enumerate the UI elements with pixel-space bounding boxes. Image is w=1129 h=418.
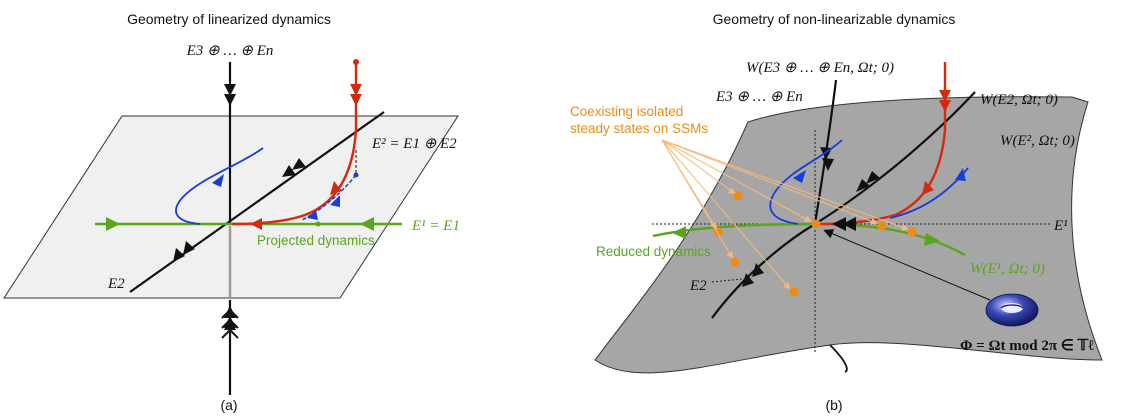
torus-icon	[985, 293, 1039, 327]
torus-pointer	[823, 229, 991, 301]
label-plane-a: E² = E1 ⊕ E2	[371, 136, 457, 152]
panel-b-title: Geometry of non-linearizable dynamics	[713, 11, 956, 27]
panel-a-caption: (a)	[220, 397, 237, 413]
e1-arrow-left-a	[106, 217, 120, 231]
steady-state-point	[730, 257, 740, 267]
label-projected-dynamics: Projected dynamics	[257, 233, 375, 248]
label-w-top: W(E3 ⊕ … ⊕ En, Ωt; 0)	[746, 60, 894, 76]
arrowheads-upper	[224, 84, 236, 106]
label-top-b: E3 ⊕ … ⊕ En	[715, 89, 803, 105]
steady-state-point	[733, 191, 743, 201]
blue-trajectory-left-b	[769, 139, 843, 225]
double-arrow-bottom	[224, 306, 236, 330]
blue-trajectory-left-a	[175, 147, 264, 225]
label-phi: Φ = Ωt mod 2π ∈ 𝕋ℓ	[960, 338, 1094, 354]
blue-arrow-left-a	[212, 174, 224, 187]
w-e1-arrow-left	[672, 226, 686, 239]
red-arrows-top-b	[939, 90, 951, 112]
steady-states	[713, 191, 917, 297]
label-reduced-dynamics: Reduced dynamics	[596, 244, 711, 259]
surface-edge-lower	[829, 344, 848, 373]
e1-arrow-right-a	[360, 217, 374, 231]
label-coexisting-2: steady states on SSMs	[570, 121, 708, 136]
steady-state-point	[811, 219, 821, 229]
annotation-pointers	[661, 139, 909, 290]
panel-a-title: Geometry of linearized dynamics	[127, 11, 331, 27]
green-point-a	[315, 221, 321, 227]
red-arrow-end-a	[250, 218, 262, 230]
panel-b: Geometry of non-linearizable dynamics E2…	[570, 11, 1103, 413]
red-start-point-a	[353, 59, 359, 65]
label-e2-a: E2	[107, 276, 125, 292]
label-w-e1: W(E¹, Ωt; 0)	[970, 261, 1045, 277]
label-top-a: E3 ⊕ … ⊕ En	[186, 43, 274, 59]
label-w-plane: W(E², Ωt; 0)	[1000, 133, 1075, 149]
w-e1-arrow-right	[924, 233, 940, 246]
w-e2-arrows-lower	[742, 263, 764, 287]
e2-axis-a	[129, 111, 385, 293]
blue-arrow-end-a	[307, 210, 318, 220]
projected-trajectory-a	[301, 174, 357, 221]
label-coexisting-1: Coexisting isolated	[570, 104, 683, 119]
steady-state-point	[877, 221, 887, 231]
red-arrow-mid-a	[330, 181, 342, 195]
label-w-e2: W(E2, Ωt; 0)	[980, 92, 1058, 108]
steady-state-point	[789, 287, 799, 297]
e2-arrows-upper-a	[282, 158, 306, 177]
label-e1-b: E¹	[1053, 218, 1068, 234]
panel-b-caption: (b)	[825, 397, 842, 413]
label-e1-a: E¹ = E1	[411, 218, 460, 234]
red-arrow-mid-b	[922, 181, 934, 195]
steady-state-point	[907, 227, 917, 237]
e2-arrows-lower-a	[173, 241, 195, 262]
blue-arrow-right-a	[330, 195, 340, 207]
blue-arrow-right-b	[955, 168, 966, 181]
red-arrows-top-a	[350, 84, 362, 106]
center-arrows-right	[832, 217, 856, 231]
w-e2-arrows-upper	[856, 171, 880, 192]
panel-a: Geometry of linearized dynamics E3 ⊕ … ⊕…	[3, 11, 460, 413]
blue-arrow-left-b	[793, 170, 806, 183]
label-e2-b: E2	[689, 278, 707, 294]
